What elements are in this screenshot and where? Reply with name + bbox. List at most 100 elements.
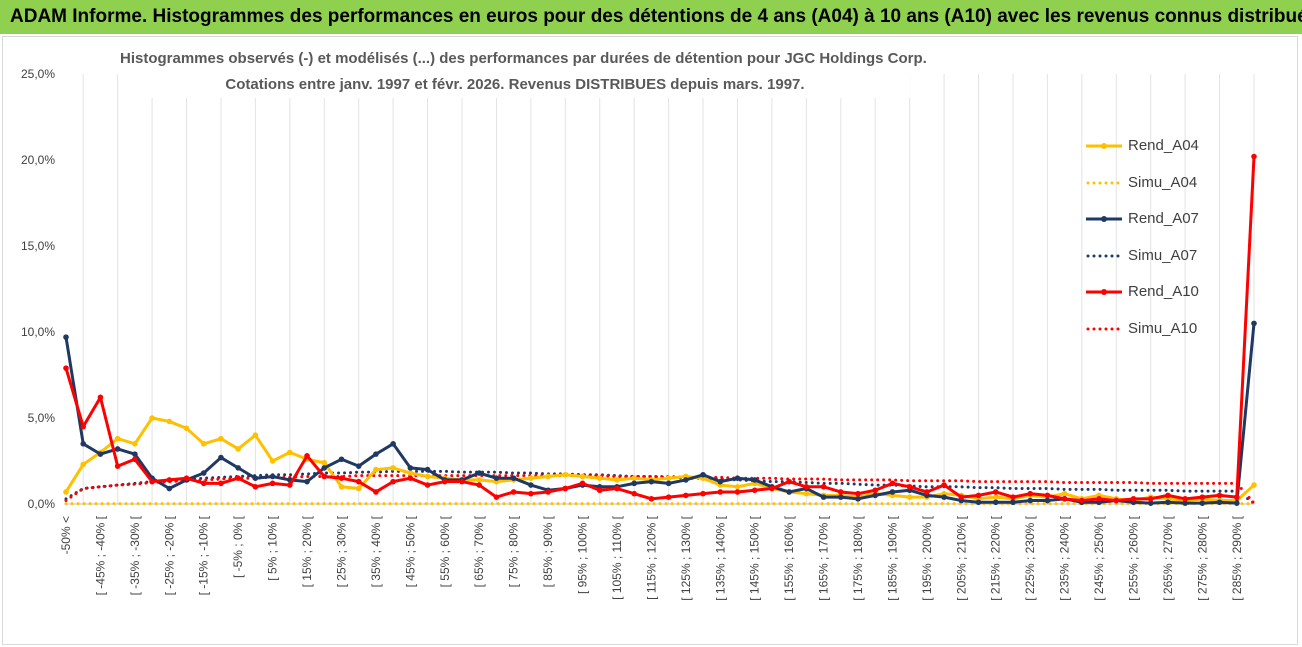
data-point-rend-a04 — [596, 475, 603, 482]
y-axis: 0,0% 5,0% 10,0% 15,0% 20,0% 25,0% — [21, 67, 55, 511]
data-point-rend-a04 — [614, 477, 620, 483]
x-tick-label: [ 45% ; 50% [ — [403, 515, 417, 587]
legend-item-simu-a10: Simu_A10 — [1080, 311, 1240, 348]
x-tick-label: [ 255% ; 260% [ — [1126, 515, 1140, 600]
data-point-rend-a04 — [80, 461, 87, 468]
data-point-rend-a07 — [493, 475, 500, 482]
data-point-rend-a04 — [579, 473, 586, 480]
y-tick-label: 15,0% — [21, 239, 55, 253]
data-point-rend-a04 — [114, 435, 121, 442]
data-point-rend-a10 — [114, 463, 121, 469]
legend-label: Simu_A04 — [1128, 173, 1198, 191]
data-point-rend-a04 — [1251, 482, 1257, 488]
series-line-rend-a04 — [64, 416, 1256, 503]
legend-marker — [1101, 216, 1107, 222]
data-point-rend-a07 — [1027, 497, 1033, 504]
data-point-rend-a04 — [338, 484, 345, 490]
data-point-rend-a10 — [1096, 496, 1102, 502]
data-point-rend-a07 — [373, 451, 379, 457]
data-point-rend-a10 — [1027, 490, 1033, 497]
data-point-rend-a04 — [149, 415, 155, 421]
data-point-rend-a10 — [1233, 494, 1240, 500]
data-point-rend-a10 — [424, 482, 431, 488]
legend-item-rend-a04: Rend_A04 — [1080, 128, 1240, 165]
data-point-rend-a10 — [390, 478, 396, 485]
x-tick-label: [ 285% ; 290% [ — [1230, 515, 1244, 600]
data-point-rend-a10 — [545, 489, 551, 495]
x-tick-label: [ 135% ; 140% [ — [713, 515, 727, 600]
legend-swatch — [1086, 143, 1122, 149]
y-tick-label: 5,0% — [28, 411, 56, 425]
data-point-rend-a07 — [992, 499, 999, 506]
data-point-rend-a07 — [717, 478, 724, 485]
x-tick-label: [ -5% ; 0% [ — [231, 515, 245, 578]
x-tick-label: [ 175% ; 180% [ — [851, 515, 865, 600]
data-point-rend-a10 — [269, 480, 276, 487]
legend-swatch — [1086, 216, 1122, 222]
data-point-rend-a10 — [769, 485, 775, 492]
data-point-rend-a10 — [355, 478, 362, 485]
data-point-rend-a10 — [166, 477, 173, 483]
data-point-rend-a04 — [631, 475, 637, 482]
data-point-rend-a10 — [924, 489, 930, 495]
data-point-rend-a10 — [1044, 492, 1051, 499]
data-point-rend-a10 — [304, 453, 310, 459]
data-point-rend-a07 — [97, 451, 104, 457]
data-point-rend-a10 — [80, 423, 87, 430]
data-point-rend-a04 — [545, 473, 551, 480]
data-point-rend-a07 — [631, 480, 637, 487]
data-point-rend-a10 — [441, 478, 448, 485]
data-point-rend-a07 — [700, 471, 706, 478]
x-tick-label: [ 85% ; 90% [ — [541, 515, 555, 587]
data-point-rend-a10 — [407, 475, 414, 482]
data-point-rend-a10 — [1251, 153, 1257, 160]
chart-title: Histogrammes observés (-) et modélisés (… — [120, 50, 927, 67]
data-point-rend-a07 — [1147, 500, 1154, 506]
data-point-rend-a04 — [1061, 490, 1068, 497]
data-point-rend-a10 — [786, 478, 792, 485]
data-point-rend-a10 — [648, 496, 655, 502]
data-point-rend-a07 — [476, 470, 483, 476]
data-point-rend-a07 — [304, 478, 310, 485]
data-point-rend-a07 — [269, 473, 276, 480]
report-banner: ADAM Informe. Histogrammes des performan… — [0, 0, 1302, 34]
data-point-rend-a04 — [407, 470, 414, 476]
data-point-rend-a07 — [1233, 500, 1240, 506]
data-point-rend-a07 — [1165, 499, 1171, 506]
data-point-rend-a10 — [510, 489, 517, 495]
data-point-rend-a04 — [132, 441, 138, 447]
legend-swatch — [1086, 181, 1122, 184]
data-point-rend-a07 — [734, 475, 741, 482]
legend-marker — [1101, 143, 1107, 149]
data-point-rend-a04 — [252, 432, 259, 439]
y-tick-label: 0,0% — [28, 497, 56, 511]
data-point-rend-a10 — [1182, 496, 1188, 502]
x-tick-label: [ 55% ; 60% [ — [438, 515, 452, 587]
legend-item-simu-a07: Simu_A07 — [1080, 238, 1240, 275]
data-point-rend-a04 — [183, 425, 190, 432]
data-point-rend-a10 — [200, 480, 207, 487]
data-point-rend-a10 — [562, 485, 569, 492]
x-tick-label: [ 5% ; 10% [ — [266, 515, 280, 580]
data-point-rend-a10 — [1165, 492, 1171, 499]
data-point-rend-a10 — [1130, 496, 1137, 502]
x-tick-label: [ 145% ; 150% [ — [748, 515, 762, 600]
data-point-rend-a10 — [287, 482, 293, 488]
x-tick-label: [ 65% ; 70% [ — [472, 515, 486, 587]
chart-series — [63, 153, 1257, 506]
data-point-rend-a07 — [855, 496, 861, 502]
data-point-rend-a10 — [596, 487, 603, 494]
x-tick-label: [ 15% ; 20% [ — [300, 515, 314, 587]
data-point-rend-a07 — [63, 334, 69, 340]
data-point-rend-a10 — [872, 487, 879, 494]
data-point-rend-a07 — [751, 477, 758, 483]
chart-legend: Rend_A04 Simu_A04 Rend_A07 Simu_A07 Rend_A10… — [1080, 128, 1240, 347]
data-point-rend-a07 — [941, 494, 947, 500]
data-point-rend-a07 — [321, 465, 328, 471]
data-point-rend-a07 — [80, 441, 87, 447]
data-point-rend-a07 — [132, 451, 138, 457]
data-point-rend-a04 — [321, 459, 328, 466]
data-point-rend-a07 — [820, 494, 827, 500]
series-line-rend-a10 — [64, 156, 1256, 503]
data-point-rend-a10 — [132, 456, 138, 463]
